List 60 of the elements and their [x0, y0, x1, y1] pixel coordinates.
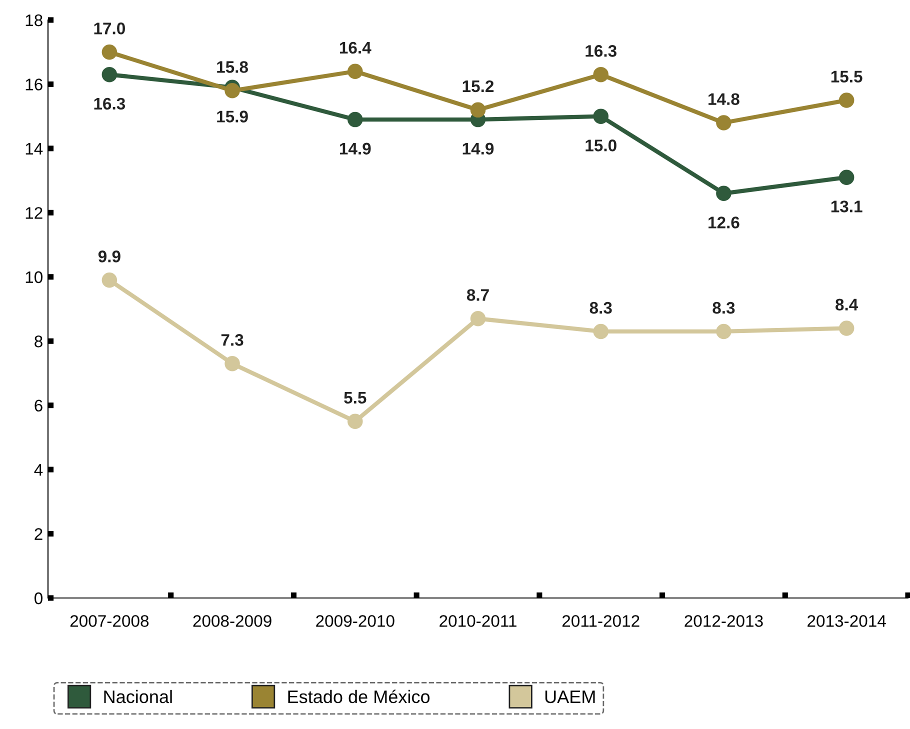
- data-label: 8.3: [590, 302, 612, 314]
- data-label: 7.3: [221, 334, 244, 346]
- y-tick-label: 8: [34, 336, 42, 348]
- point: [470, 310, 486, 326]
- data-label: 5.5: [344, 392, 366, 404]
- data-label: 16.3: [94, 98, 126, 110]
- data-label: 8.7: [466, 289, 489, 301]
- point: [348, 414, 363, 430]
- point: [593, 66, 608, 82]
- point: [224, 356, 240, 372]
- point: [716, 115, 732, 130]
- legend-label: Estado de México: [288, 690, 430, 704]
- y-tick-label: 12: [26, 207, 42, 219]
- point: [593, 324, 608, 340]
- x-tick-label: 2012-2013: [684, 615, 763, 627]
- data-label: 8.4: [836, 298, 858, 311]
- x-tick-label: 2010-2011: [440, 615, 516, 627]
- point: [348, 64, 363, 80]
- point: [838, 170, 854, 185]
- point: [102, 66, 118, 82]
- data-label: 16.4: [340, 42, 372, 54]
- point: [102, 272, 118, 288]
- y-tick-label: 16: [26, 78, 42, 90]
- data-label: 14.9: [462, 142, 494, 155]
- x-tick-label: 2011-2012: [562, 615, 640, 627]
- y-tick-label: 10: [26, 271, 42, 284]
- data-label: 14.9: [340, 142, 371, 155]
- y-tick-label: 14: [26, 143, 43, 154]
- point: [593, 108, 608, 124]
- legend-label: UAEM: [545, 690, 595, 704]
- data-label: 15.2: [462, 80, 494, 92]
- data-label: 15.0: [586, 140, 616, 152]
- data-label: 9.9: [98, 250, 120, 262]
- data-label: 17.0: [94, 22, 125, 34]
- legend-label: Nacional: [104, 690, 172, 704]
- point: [716, 324, 732, 340]
- data-label: 13.1: [831, 200, 862, 212]
- y-tick-label: 6: [34, 400, 42, 412]
- data-label: 8.3: [712, 302, 735, 314]
- data-label: 15.9: [217, 110, 248, 122]
- y-tick-label: 4: [34, 464, 43, 476]
- x-tick-label: 2007-2008: [70, 615, 149, 627]
- point: [224, 83, 240, 98]
- point: [470, 102, 486, 118]
- y-tick-label: 2: [34, 528, 42, 540]
- y-tick-label: 18: [26, 14, 42, 26]
- data-label: 12.6: [708, 216, 740, 228]
- data-label: 15.5: [831, 70, 862, 83]
- point: [838, 92, 854, 108]
- x-tick-label: 2008-2009: [193, 615, 272, 627]
- point: [838, 320, 854, 336]
- y-tick-label: 0: [34, 592, 42, 604]
- data-label: 16.3: [586, 45, 616, 57]
- x-tick-label: 2009-2010: [316, 615, 394, 627]
- data-label: 15.8: [217, 61, 248, 73]
- point: [716, 186, 732, 202]
- point: [102, 44, 118, 60]
- point: [348, 112, 363, 128]
- data-label: 14.8: [708, 93, 740, 106]
- x-tick-label: 2013-2014: [808, 615, 886, 627]
